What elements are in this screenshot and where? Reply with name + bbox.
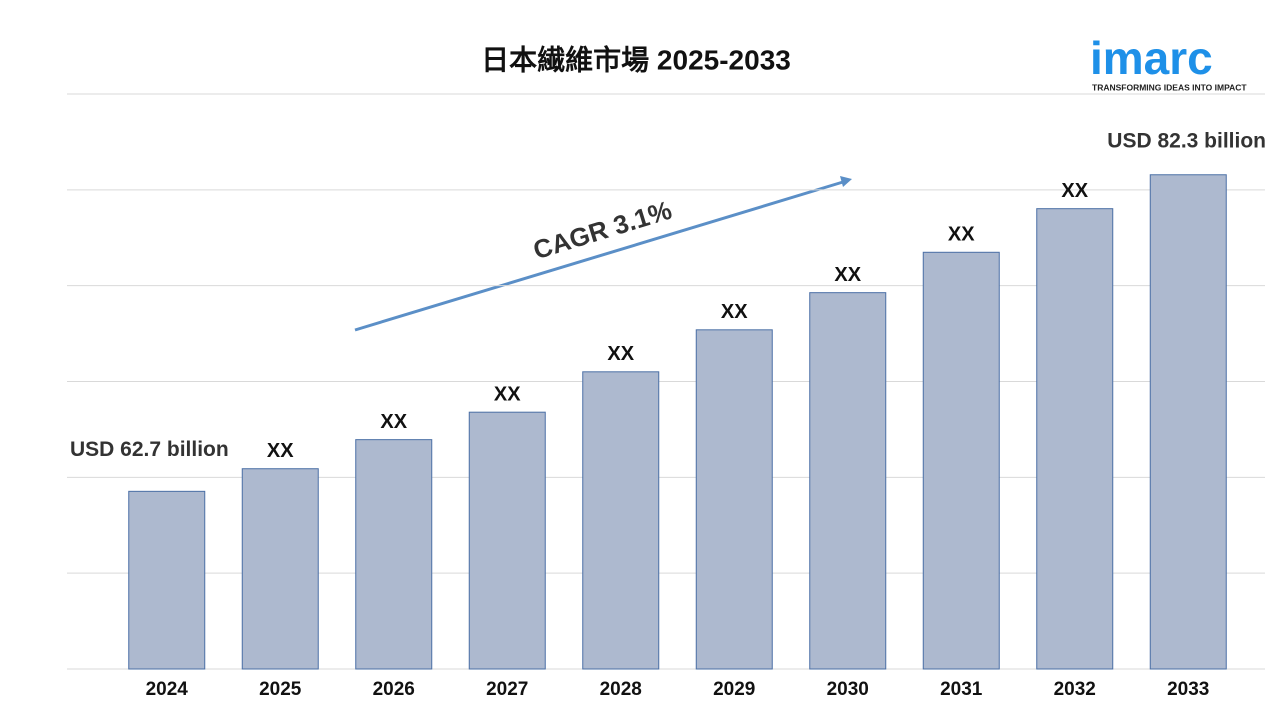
value-label: XX [1061, 180, 1088, 202]
value-label: XX [834, 264, 861, 286]
logo-tagline: TRANSFORMING IDEAS INTO IMPACT [1092, 82, 1247, 92]
bar [355, 439, 433, 670]
bar [582, 371, 660, 670]
chart-title: 日本繊維市場 2025-2033 [481, 43, 791, 75]
value-label: XX [948, 224, 975, 246]
x-tick-label: 2030 [827, 679, 869, 700]
bar [695, 329, 773, 670]
logo-name: imarc [1090, 32, 1213, 84]
value-label: XX [607, 343, 634, 365]
x-tick-label: 2026 [373, 679, 415, 700]
value-label: USD 62.7 billion [70, 438, 229, 461]
value-label: XX [380, 411, 407, 433]
value-label: XX [267, 440, 294, 462]
x-tick-label: 2025 [259, 679, 302, 700]
x-tick-label: 2031 [940, 679, 983, 700]
x-tick-label: 2033 [1167, 679, 1209, 700]
cagr-arrowhead [840, 176, 852, 187]
cagr-arrow [354, 180, 844, 332]
x-tick-label: 2027 [486, 679, 528, 700]
bar [922, 251, 1000, 670]
bar [468, 411, 546, 670]
x-tick-label: 2024 [146, 679, 189, 700]
value-label: USD 82.3 billion [1107, 129, 1266, 152]
bar [809, 292, 887, 670]
bar [241, 468, 319, 670]
x-tick-label: 2029 [713, 679, 755, 700]
bar [1149, 174, 1227, 670]
value-label: XX [494, 383, 521, 405]
bar [128, 490, 206, 670]
x-tick-label: 2028 [600, 679, 642, 700]
x-tick-label: 2032 [1054, 679, 1096, 700]
logo: imarc TRANSFORMING IDEAS INTO IMPACT [1090, 32, 1247, 92]
bar [1036, 208, 1114, 670]
value-label: XX [721, 301, 748, 323]
